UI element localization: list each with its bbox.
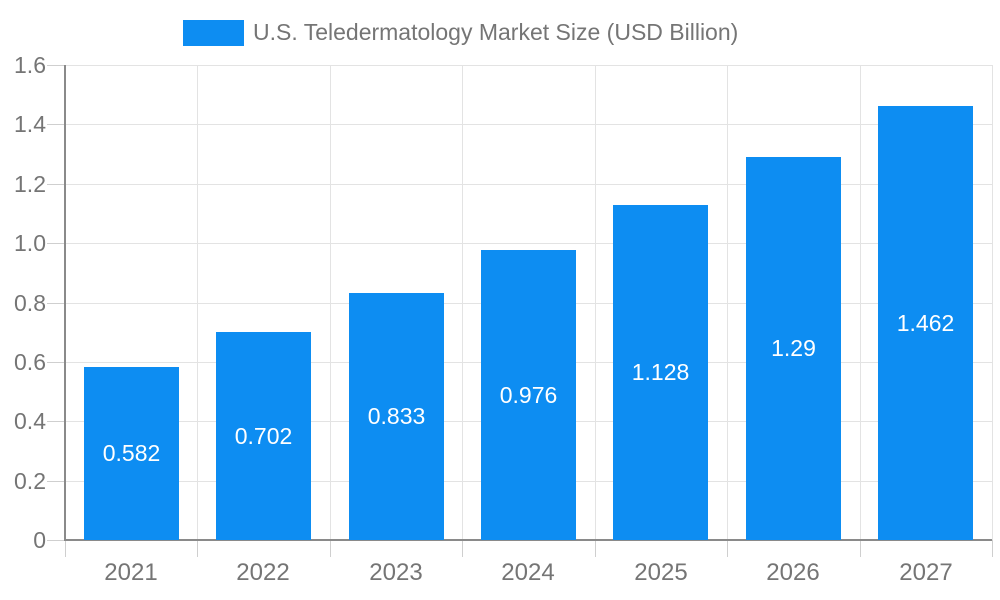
- y-gridline: [65, 124, 992, 125]
- legend-swatch: [183, 19, 244, 46]
- bar-2024[interactable]: 0.976: [481, 250, 576, 540]
- x-gridline: [595, 65, 596, 540]
- y-axis-tick-label: 1.4: [14, 111, 46, 137]
- bar-2026[interactable]: 1.29: [746, 157, 841, 540]
- y-tick: [47, 184, 65, 185]
- bar-value-label: 0.833: [367, 403, 426, 429]
- y-axis-tick-label: 0: [33, 527, 46, 553]
- x-tick: [992, 540, 993, 557]
- y-tick: [47, 124, 65, 125]
- y-tick: [47, 303, 65, 304]
- x-tick: [330, 540, 331, 557]
- bar-value-label: 0.976: [499, 381, 558, 408]
- y-axis-tick-label: 1.0: [14, 230, 46, 256]
- y-axis-tick-label: 0.4: [14, 408, 46, 434]
- y-axis-tick-label: 1.2: [14, 171, 46, 197]
- y-gridline: [65, 184, 992, 185]
- x-tick: [595, 540, 596, 557]
- y-tick: [47, 362, 65, 363]
- x-gridline: [197, 65, 198, 540]
- x-axis-tick-label: 2021: [104, 559, 158, 586]
- x-axis-tick-label: 2022: [236, 559, 290, 586]
- y-tick: [47, 243, 65, 244]
- y-axis-tick-label: 0.2: [14, 468, 46, 494]
- bar-2021[interactable]: 0.582: [84, 367, 179, 540]
- x-axis-line: [64, 539, 992, 541]
- legend-label: U.S. Teledermatology Market Size (USD Bi…: [253, 19, 739, 45]
- bar-2023[interactable]: 0.833: [349, 293, 444, 540]
- x-axis-tick-label: 2026: [766, 559, 820, 586]
- bar-value-label: 1.128: [631, 359, 690, 385]
- y-gridline: [65, 243, 992, 244]
- x-gridline: [330, 65, 331, 540]
- x-tick: [462, 540, 463, 557]
- y-axis-tick-label: 1.6: [14, 52, 46, 78]
- bar-value-label: 0.702: [234, 422, 293, 449]
- x-gridline: [727, 65, 728, 540]
- y-tick: [47, 65, 65, 66]
- x-tick: [860, 540, 861, 557]
- y-gridline: [65, 65, 992, 66]
- x-tick: [197, 540, 198, 557]
- y-tick: [47, 540, 65, 541]
- y-axis-tick-label: 0.8: [14, 290, 46, 316]
- bar-2025[interactable]: 1.128: [613, 205, 708, 540]
- x-gridline: [860, 65, 861, 540]
- bar-value-label: 1.462: [896, 309, 955, 336]
- bar-value-label: 0.582: [102, 440, 161, 466]
- chart-legend[interactable]: U.S. Teledermatology Market Size (USD Bi…: [183, 19, 738, 46]
- x-gridline: [462, 65, 463, 540]
- bar-2027[interactable]: 1.462: [878, 106, 973, 540]
- x-axis-tick-label: 2023: [369, 559, 423, 586]
- x-tick: [65, 540, 66, 557]
- x-tick: [727, 540, 728, 557]
- y-axis-line: [64, 65, 66, 540]
- y-axis-tick-label: 0.6: [14, 349, 46, 375]
- x-axis-tick-label: 2025: [634, 559, 688, 586]
- y-tick: [47, 421, 65, 422]
- x-gridline: [992, 65, 993, 540]
- bar-2022[interactable]: 0.702: [216, 332, 311, 540]
- bar-value-label: 1.29: [771, 335, 816, 361]
- y-tick: [47, 481, 65, 482]
- x-axis-tick-label: 2027: [899, 559, 953, 586]
- x-axis-tick-label: 2024: [501, 559, 555, 586]
